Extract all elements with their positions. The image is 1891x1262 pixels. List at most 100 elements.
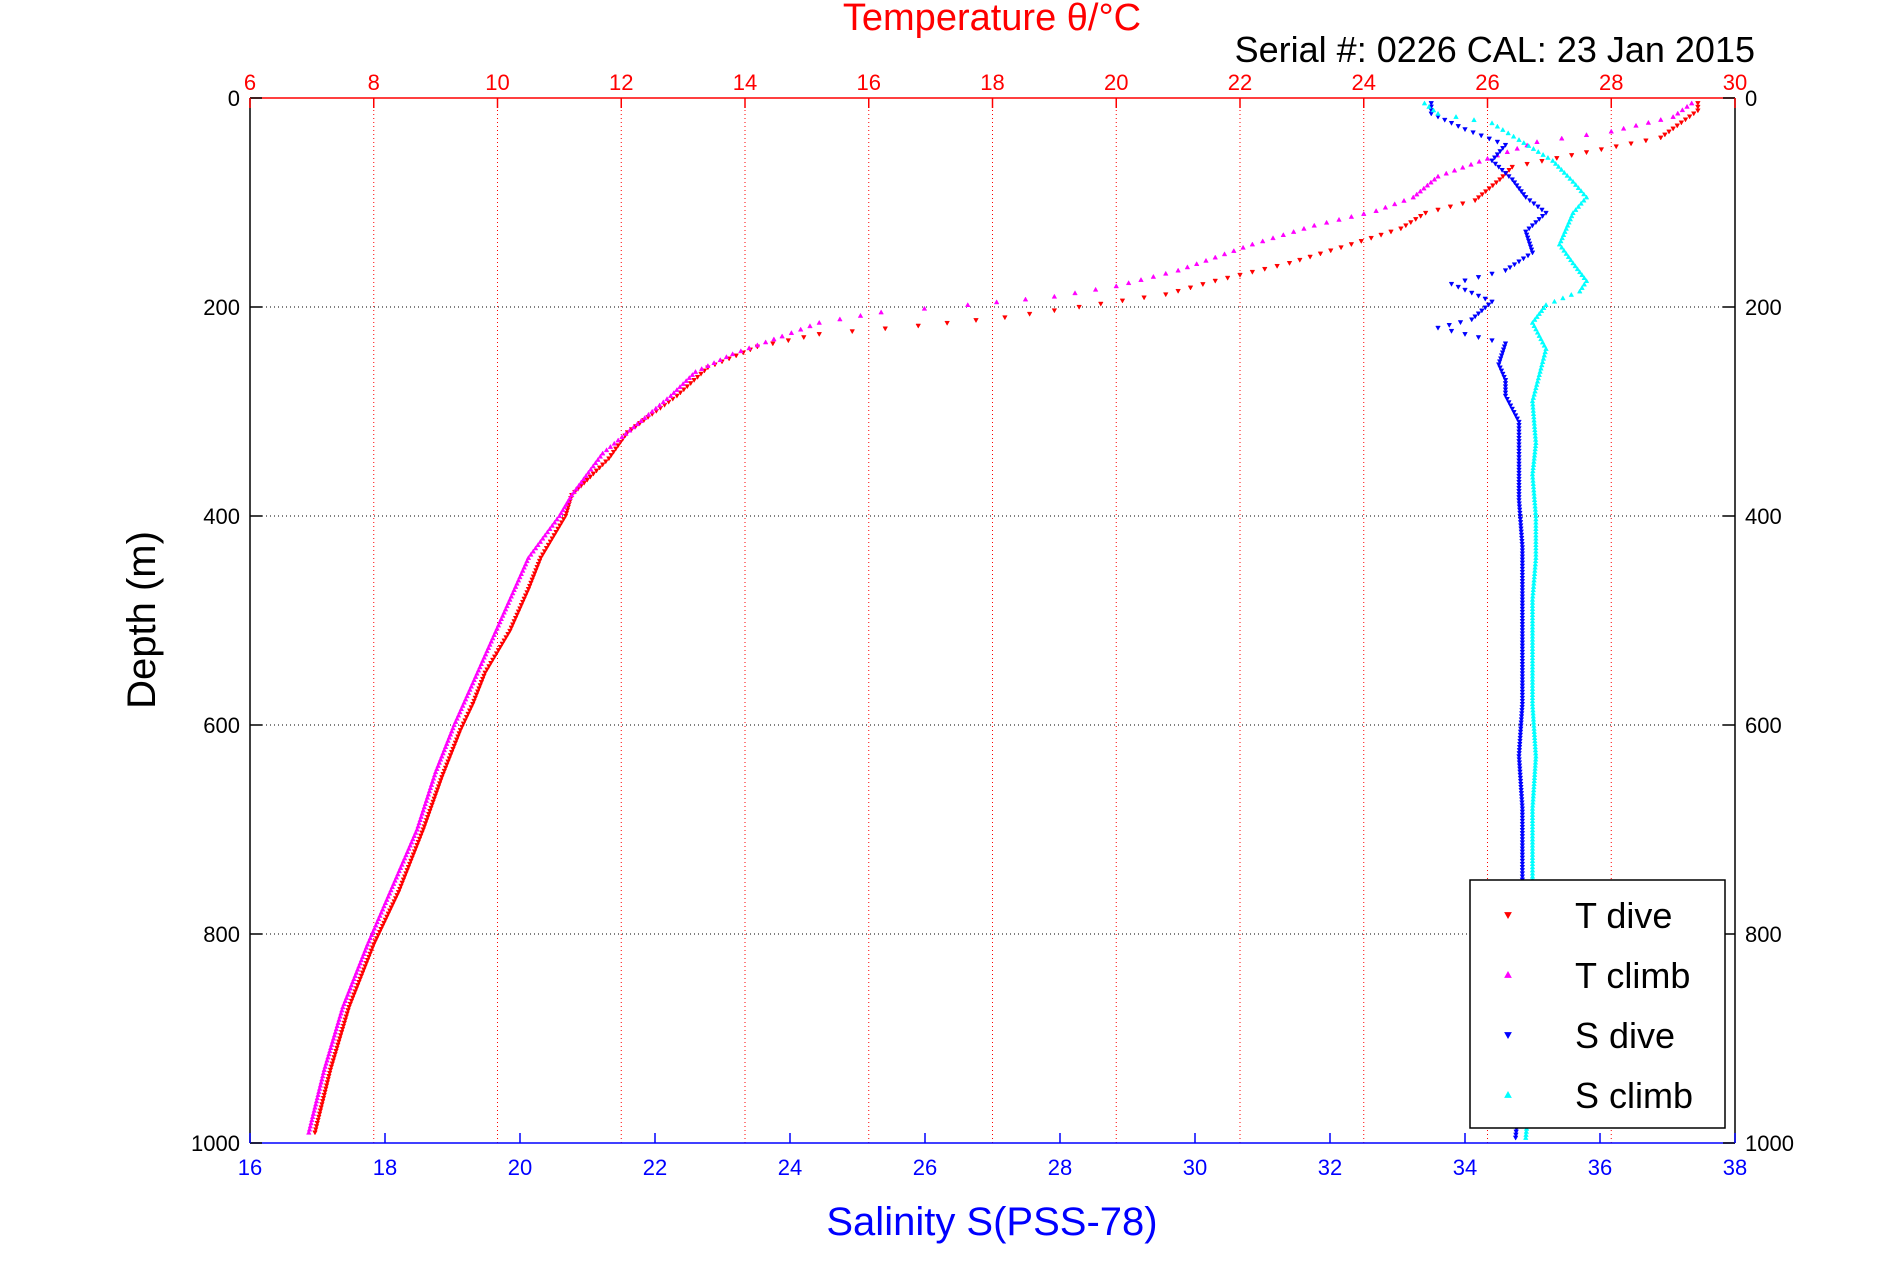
data-point xyxy=(533,568,539,574)
data-point xyxy=(619,434,625,440)
data-point xyxy=(816,319,822,325)
data-point xyxy=(1519,662,1526,667)
data-point xyxy=(1539,339,1546,345)
salinity-tick-label: 38 xyxy=(1723,1155,1747,1180)
data-point xyxy=(1666,129,1672,135)
data-point xyxy=(1519,609,1526,615)
data-point xyxy=(1496,362,1502,368)
data-point xyxy=(1511,410,1517,415)
data-point xyxy=(1577,288,1583,294)
data-point xyxy=(473,692,480,698)
data-point xyxy=(1513,1132,1519,1138)
data-point xyxy=(1317,251,1324,257)
data-point xyxy=(1403,223,1409,229)
data-point xyxy=(342,1017,349,1023)
data-point xyxy=(1658,135,1664,141)
data-point xyxy=(1509,406,1515,412)
data-point xyxy=(1519,548,1526,554)
data-point xyxy=(788,330,795,335)
data-point xyxy=(1519,612,1526,618)
data-point xyxy=(599,450,606,456)
data-point xyxy=(1519,683,1526,689)
data-point xyxy=(1516,754,1522,760)
data-point xyxy=(487,641,493,647)
data-point xyxy=(529,577,535,583)
data-point xyxy=(517,606,523,612)
data-point xyxy=(403,871,409,877)
data-point xyxy=(455,712,462,718)
data-point xyxy=(464,693,470,699)
data-point xyxy=(1517,778,1524,784)
data-point xyxy=(1518,535,1525,541)
salinity-tick-label: 16 xyxy=(238,1155,262,1180)
data-point xyxy=(1516,760,1523,766)
data-point xyxy=(603,459,609,465)
data-point xyxy=(1518,791,1525,797)
data-point xyxy=(1072,290,1078,296)
data-point xyxy=(427,808,433,814)
temperature-tick-label: 12 xyxy=(609,70,633,95)
data-point xyxy=(1447,204,1454,210)
data-point xyxy=(1512,413,1519,419)
data-point xyxy=(478,661,485,666)
data-point xyxy=(1517,735,1523,741)
data-point xyxy=(520,567,526,573)
data-point xyxy=(1518,784,1524,790)
data-point xyxy=(1514,183,1520,189)
data-point xyxy=(335,1042,341,1048)
data-point xyxy=(1516,501,1522,507)
data-point xyxy=(538,555,544,561)
data-point xyxy=(771,336,777,342)
temperature-tick-label: 22 xyxy=(1228,70,1252,95)
data-point xyxy=(1500,174,1506,180)
series-s-dive xyxy=(1428,101,1549,1141)
data-point xyxy=(1514,145,1520,151)
data-point xyxy=(1489,158,1495,164)
data-point xyxy=(378,926,384,932)
data-point xyxy=(447,753,454,759)
salinity-tick-label: 32 xyxy=(1318,1155,1342,1180)
temperature-tick-label: 20 xyxy=(1104,70,1128,95)
data-point xyxy=(1472,198,1478,204)
data-point xyxy=(1516,461,1522,467)
data-point xyxy=(368,948,374,954)
data-point xyxy=(1497,365,1503,371)
temperature-tick-label: 24 xyxy=(1352,70,1376,95)
data-point xyxy=(525,554,532,560)
data-point xyxy=(413,846,419,852)
data-point xyxy=(1525,142,1532,148)
data-point xyxy=(671,390,677,395)
data-point xyxy=(1417,213,1424,219)
data-point xyxy=(1502,384,1509,390)
data-point xyxy=(1428,101,1434,107)
data-point xyxy=(1237,272,1243,278)
data-point xyxy=(391,899,397,905)
data-point xyxy=(1570,178,1576,184)
data-point xyxy=(1212,254,1218,260)
data-point xyxy=(1519,671,1526,677)
data-point xyxy=(1187,285,1194,291)
data-point xyxy=(1518,523,1524,529)
data-point xyxy=(1516,442,1522,448)
data-point xyxy=(481,654,487,660)
data-point xyxy=(1516,504,1523,510)
data-point xyxy=(1552,160,1559,166)
data-point xyxy=(468,683,475,689)
data-point xyxy=(539,552,546,558)
data-point xyxy=(1519,698,1526,704)
data-point xyxy=(1501,374,1507,380)
data-point xyxy=(1526,241,1533,247)
data-point xyxy=(694,374,701,380)
data-point xyxy=(504,603,510,609)
data-point xyxy=(454,715,460,721)
data-point xyxy=(1533,385,1539,391)
data-point xyxy=(326,1070,333,1076)
data-point xyxy=(1539,362,1545,368)
data-point xyxy=(1519,625,1526,631)
data-point xyxy=(1583,132,1590,138)
data-point xyxy=(1051,308,1058,314)
data-point xyxy=(457,728,464,734)
data-point xyxy=(463,715,470,720)
data-point xyxy=(993,299,1000,305)
data-point xyxy=(689,371,696,377)
